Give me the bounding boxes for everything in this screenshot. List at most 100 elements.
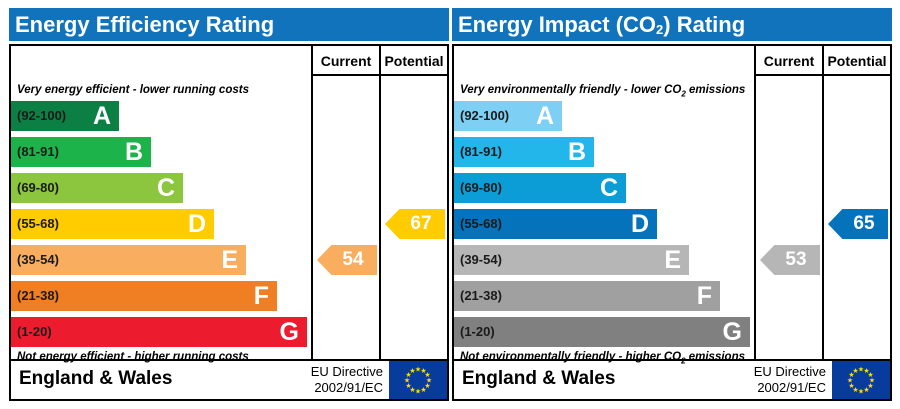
band-letter: B: [567, 138, 586, 166]
rating-band-f: (21-38) F: [454, 281, 720, 311]
potential-column-header: Potential: [827, 53, 887, 69]
eu-star-icon: ★: [415, 388, 421, 396]
band-letter: C: [156, 174, 175, 202]
band-range: (81-91): [460, 144, 502, 159]
band-range: (81-91): [17, 144, 59, 159]
band-range: (39-54): [460, 252, 502, 267]
band-letter: A: [92, 102, 111, 130]
rating-band-b: (81-91) B: [11, 137, 151, 167]
rating-band-e: (39-54) E: [454, 245, 689, 275]
eu-flag-icon: ★ ★ ★ ★ ★ ★ ★ ★ ★ ★ ★ ★: [389, 361, 447, 399]
directive-line-1: EU Directive: [753, 364, 826, 379]
energy-efficiency-panel: Energy Efficiency Rating Current Potenti…: [9, 8, 449, 401]
band-range: (92-100): [17, 108, 67, 123]
column-divider: [379, 46, 381, 359]
current-rating-arrow: 54: [317, 245, 377, 275]
band-range: (55-68): [17, 216, 59, 231]
band-range: (69-80): [460, 180, 502, 195]
eu-star-icon: ★: [409, 367, 415, 375]
column-divider: [754, 46, 756, 359]
directive-line-2: 2002/91/EC: [314, 380, 383, 395]
band-range: (1-20): [460, 324, 495, 339]
potential-rating-arrow: 67: [385, 209, 445, 239]
rating-band-c: (69-80) C: [11, 173, 183, 203]
potential-rating-arrow: 65: [828, 209, 888, 239]
eu-directive: EU Directive 2002/91/EC: [311, 364, 383, 396]
energy-impact-panel: Energy Impact (CO2) Rating Current Poten…: [452, 8, 892, 401]
bottom-caption: Not energy efficient - higher running co…: [17, 351, 249, 363]
band-letter: E: [221, 246, 238, 274]
rating-band-e: (39-54) E: [11, 245, 246, 275]
rating-band-f: (21-38) F: [11, 281, 277, 311]
directive-line-1: EU Directive: [310, 364, 383, 379]
rating-band-d: (55-68) D: [454, 209, 657, 239]
eu-star-icon: ★: [852, 386, 858, 394]
eu-star-icon: ★: [869, 377, 875, 385]
band-range: (39-54): [17, 252, 59, 267]
eu-star-icon: ★: [847, 377, 853, 385]
region-label: England & Wales: [462, 368, 616, 389]
band-range: (69-80): [17, 180, 59, 195]
eu-star-icon: ★: [409, 386, 415, 394]
band-range: (21-38): [17, 288, 59, 303]
header-divider: [311, 74, 447, 76]
region-label: England & Wales: [19, 368, 173, 389]
current-column-header: Current: [763, 53, 815, 69]
band-letter: F: [253, 282, 269, 310]
band-range: (92-100): [460, 108, 510, 123]
eu-star-icon: ★: [848, 382, 854, 390]
rating-band-a: (92-100) A: [454, 101, 562, 131]
directive-line-2: 2002/91/EC: [757, 380, 826, 395]
eu-star-icon: ★: [424, 371, 430, 379]
band-letter: B: [124, 138, 143, 166]
footer-divider: [454, 359, 890, 361]
band-range: (1-20): [17, 324, 52, 339]
band-letter: G: [279, 318, 299, 346]
energy-efficiency-title: Energy Efficiency Rating: [9, 8, 449, 41]
bottom-caption: Not environmentally friendly - higher CO…: [460, 351, 745, 366]
energy-impact-chart: Current Potential Very environmentally f…: [452, 44, 892, 401]
footer-divider: [11, 359, 447, 361]
eu-star-icon: ★: [405, 371, 411, 379]
eu-star-icon: ★: [424, 382, 430, 390]
band-letter: G: [722, 318, 742, 346]
energy-efficiency-chart: Current Potential Very energy efficient …: [9, 44, 449, 401]
eu-star-icon: ★: [426, 377, 432, 385]
band-letter: D: [630, 210, 649, 238]
current-column-header: Current: [320, 53, 372, 69]
energy-impact-title: Energy Impact (CO2) Rating: [452, 8, 892, 41]
rating-band-b: (81-91) B: [454, 137, 594, 167]
eu-star-icon: ★: [848, 371, 854, 379]
band-letter: F: [696, 282, 712, 310]
eu-star-icon: ★: [858, 366, 864, 374]
eu-star-icon: ★: [404, 377, 410, 385]
rating-band-a: (92-100) A: [11, 101, 119, 131]
eu-star-icon: ★: [867, 382, 873, 390]
top-caption: Very energy efficient - lower running co…: [17, 84, 249, 96]
top-caption: Very environmentally friendly - lower CO…: [460, 84, 746, 99]
eu-star-icon: ★: [852, 367, 858, 375]
band-range: (55-68): [460, 216, 502, 231]
eu-flag-icon: ★ ★ ★ ★ ★ ★ ★ ★ ★ ★ ★ ★: [832, 361, 890, 399]
eu-directive: EU Directive 2002/91/EC: [754, 364, 826, 396]
rating-band-g: (1-20) G: [11, 317, 307, 347]
eu-star-icon: ★: [405, 382, 411, 390]
header-divider: [754, 74, 890, 76]
band-range: (21-38): [460, 288, 502, 303]
eu-star-icon: ★: [420, 386, 426, 394]
band-letter: A: [535, 102, 554, 130]
rating-band-d: (55-68) D: [11, 209, 214, 239]
eu-star-icon: ★: [863, 386, 869, 394]
eu-star-icon: ★: [420, 367, 426, 375]
column-divider: [822, 46, 824, 359]
eu-star-icon: ★: [858, 388, 864, 396]
column-divider: [311, 46, 313, 359]
band-letter: E: [664, 246, 681, 274]
potential-column-header: Potential: [384, 53, 444, 69]
rating-band-c: (69-80) C: [454, 173, 626, 203]
rating-band-g: (1-20) G: [454, 317, 750, 347]
band-letter: D: [187, 210, 206, 238]
eu-star-icon: ★: [863, 367, 869, 375]
eu-star-icon: ★: [415, 366, 421, 374]
band-letter: C: [599, 174, 618, 202]
